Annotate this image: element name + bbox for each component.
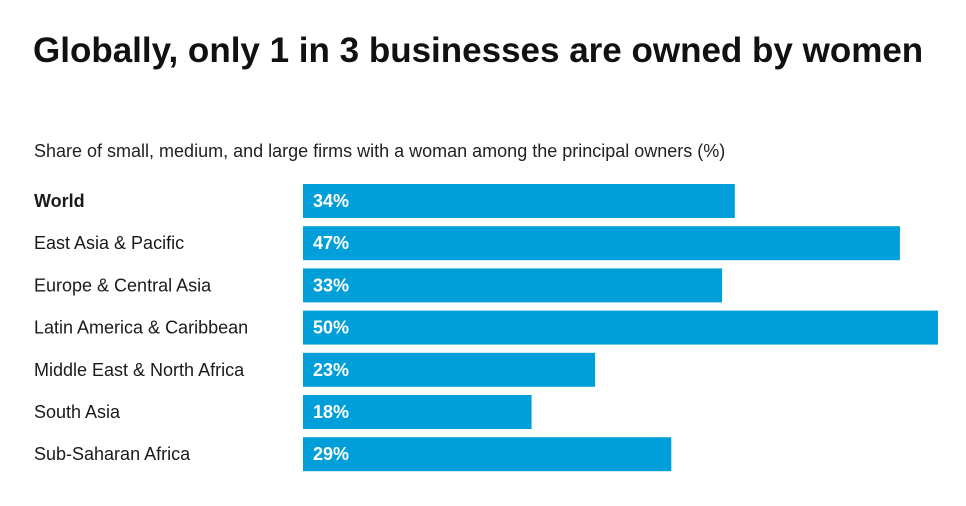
- data-label-latin-america-and-caribbean: 50%: [313, 318, 349, 338]
- category-label-south-asia: South Asia: [34, 402, 121, 422]
- bar-europe-and-central-asia: [303, 268, 723, 303]
- category-label-europe-and-central-asia: Europe & Central Asia: [34, 275, 212, 295]
- chart-subtitle: Share of small, medium, and large firms …: [34, 141, 726, 161]
- data-label-europe-and-central-asia: 33%: [313, 275, 349, 295]
- data-label-middle-east-and-north-africa: 23%: [313, 360, 349, 380]
- chart-title: Globally, only 1 in 3 businesses are own…: [33, 31, 924, 70]
- category-label-east-asia-and-pacific: East Asia & Pacific: [34, 233, 184, 253]
- bar-east-asia-and-pacific: [303, 226, 900, 261]
- bar-sub-saharan-africa: [303, 437, 672, 472]
- data-label-world: 34%: [313, 191, 349, 211]
- category-label-world: World: [34, 191, 85, 211]
- bar-latin-america-and-caribbean: [303, 310, 938, 345]
- data-label-east-asia-and-pacific: 47%: [313, 233, 349, 253]
- category-label-middle-east-and-north-africa: Middle East & North Africa: [34, 360, 245, 380]
- bar-middle-east-and-north-africa: [303, 352, 596, 387]
- data-label-sub-saharan-africa: 29%: [313, 444, 349, 464]
- category-label-sub-saharan-africa: Sub-Saharan Africa: [34, 444, 191, 464]
- data-label-south-asia: 18%: [313, 402, 349, 422]
- category-label-latin-america-and-caribbean: Latin America & Caribbean: [34, 318, 248, 338]
- bar-south-asia: [303, 395, 532, 429]
- bar-world: [303, 184, 735, 218]
